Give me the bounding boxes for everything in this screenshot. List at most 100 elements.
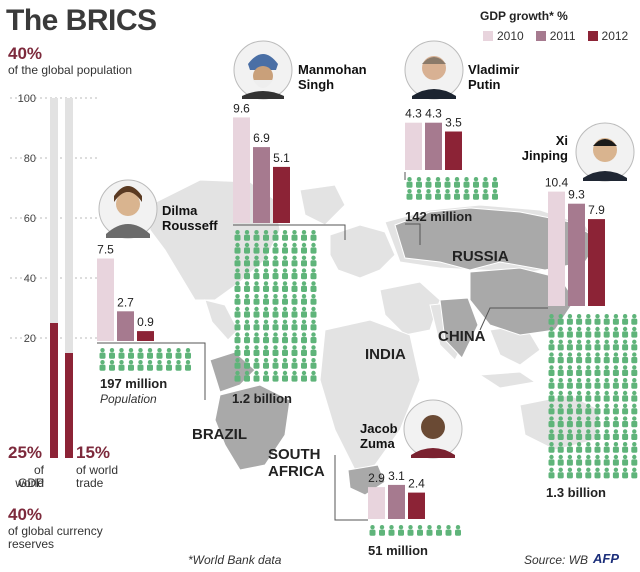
person-icon — [282, 370, 288, 382]
person-icon — [263, 268, 269, 280]
person-icon — [566, 403, 573, 415]
person-icon — [576, 416, 583, 428]
share-bar-gdp — [50, 323, 58, 458]
person-icon — [310, 345, 317, 356]
source: Source: WB — [524, 553, 589, 567]
person-icon — [263, 242, 269, 254]
person-icon — [603, 429, 610, 440]
population-caption: Population — [100, 392, 157, 406]
person-icon — [594, 403, 601, 415]
person-icon — [416, 189, 422, 200]
person-icon — [406, 189, 413, 200]
population-south-africa: 51 million — [368, 543, 428, 558]
person-icon — [576, 378, 583, 389]
person-icon — [234, 268, 241, 280]
bar-india-2011 — [253, 147, 270, 223]
person-icon — [622, 429, 629, 440]
population-brazil: 197 million — [100, 376, 168, 391]
person-icon — [185, 360, 191, 371]
person-icon — [594, 390, 601, 402]
person-icon — [622, 390, 629, 402]
person-icon — [548, 454, 555, 466]
legend-label-2011: 2011 — [549, 29, 576, 43]
population-china: 1.3 billion — [546, 485, 606, 500]
person-icon — [118, 348, 125, 359]
population-india: 1.2 billion — [232, 391, 292, 406]
person-icon — [612, 416, 619, 428]
share-bar-chart: 20 40 60 80 100 — [10, 93, 100, 458]
person-icon — [244, 268, 250, 280]
person-icon — [272, 294, 279, 305]
person-icon — [444, 177, 451, 188]
person-icon — [622, 352, 629, 364]
person-icon — [407, 525, 414, 536]
person-icon — [603, 416, 610, 428]
person-icon — [282, 306, 288, 318]
person-icon — [99, 360, 106, 371]
person-icon — [612, 467, 619, 479]
person-icon — [576, 314, 583, 325]
bar-label-china-2010: 10.4 — [545, 176, 569, 190]
bar-india-2010 — [233, 117, 250, 223]
person-icon — [310, 230, 317, 241]
person-icon — [244, 242, 250, 254]
person-icon — [310, 319, 317, 331]
person-icon — [566, 416, 573, 428]
person-icon — [234, 345, 241, 356]
bar-india-2012 — [273, 166, 290, 223]
bar-label-south-africa-2012: 2.4 — [408, 477, 425, 491]
person-icon — [585, 352, 592, 364]
person-icon — [263, 345, 269, 356]
portrait-putin-icon — [404, 40, 464, 100]
reserves-share-label-1: of global currency — [8, 524, 103, 538]
person-icon — [603, 314, 610, 325]
person-icon — [585, 314, 592, 325]
person-icon — [612, 352, 619, 364]
person-icon — [594, 442, 601, 453]
person-icon — [463, 177, 470, 188]
person-icon — [282, 345, 288, 356]
person-icon — [185, 348, 191, 359]
person-icon — [137, 348, 144, 359]
person-icon — [548, 339, 555, 351]
person-icon — [147, 360, 153, 371]
person-icon — [548, 352, 555, 364]
person-icon — [253, 306, 260, 318]
person-icon — [282, 294, 288, 305]
person-icon — [631, 365, 638, 376]
person-icon — [585, 390, 592, 402]
person-icon — [291, 294, 298, 305]
bar-russia-2010 — [405, 122, 422, 170]
person-icon — [612, 365, 619, 376]
person-icon — [282, 281, 288, 292]
person-icon — [244, 230, 250, 241]
person-icon — [272, 358, 279, 369]
person-icon — [244, 332, 250, 344]
person-icon — [272, 268, 279, 280]
share-bar-trade — [65, 353, 73, 458]
afp-logo: AFP — [593, 551, 619, 566]
person-icon — [566, 429, 573, 440]
person-icon — [253, 230, 260, 241]
connector-line — [97, 342, 206, 400]
person-icon — [291, 230, 298, 241]
leader-zuma: Jacob Zuma — [360, 421, 398, 451]
person-icon — [631, 390, 638, 402]
person-icon — [576, 442, 583, 453]
person-icon — [291, 370, 298, 382]
person-icon — [603, 390, 610, 402]
person-icon — [631, 326, 638, 338]
connector-line — [479, 307, 548, 331]
person-icon — [576, 467, 583, 479]
person-icon — [425, 189, 432, 200]
person-icon — [585, 365, 592, 376]
person-icon — [622, 442, 629, 453]
person-icon — [594, 378, 601, 389]
person-icon — [244, 306, 250, 318]
person-icon — [557, 454, 564, 466]
person-icon — [548, 378, 555, 389]
person-icon — [99, 348, 106, 359]
person-icon — [234, 281, 241, 292]
legend-swatch-2010 — [483, 31, 493, 41]
